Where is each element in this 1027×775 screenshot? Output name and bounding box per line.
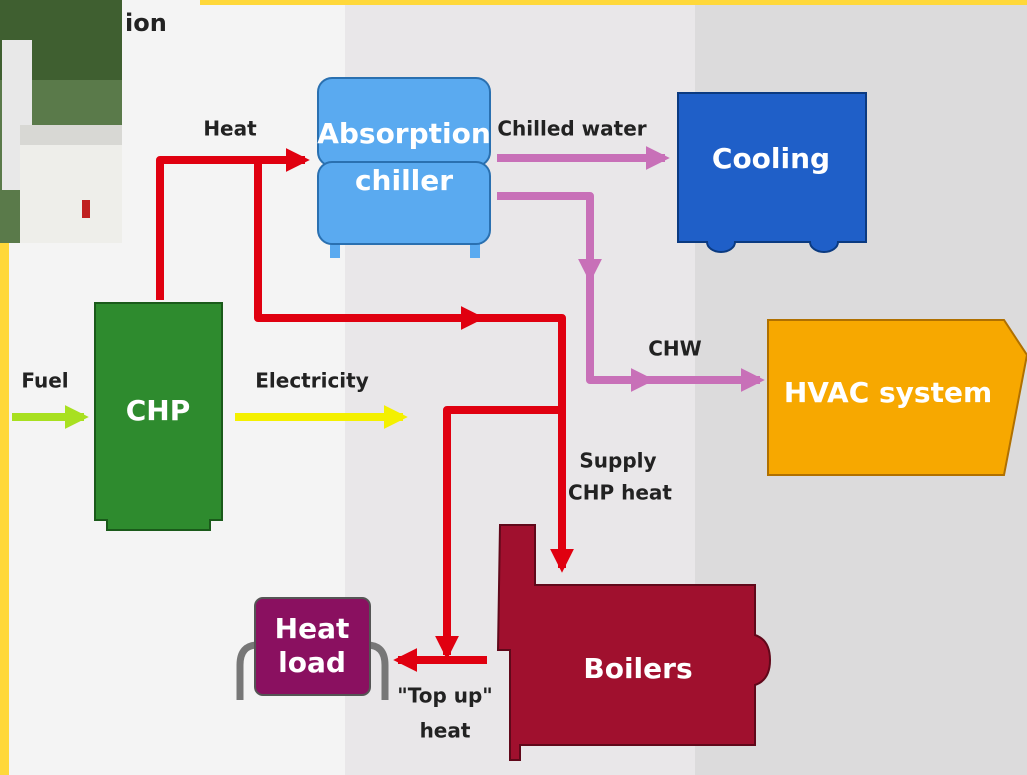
- node-label: HVAC system: [784, 376, 992, 409]
- heat-load: Heat load: [240, 598, 385, 700]
- cooling: Cooling: [678, 93, 866, 252]
- node-label: load: [278, 646, 346, 679]
- border: [0, 243, 9, 775]
- node-label: Heat: [275, 612, 350, 645]
- border: [200, 0, 1027, 5]
- node-label: Boilers: [583, 652, 692, 685]
- node-label: Cooling: [712, 142, 830, 175]
- diagram: ion Absorption chiller Cooling CHP HVAC …: [0, 0, 1027, 775]
- flow-label: Chilled water: [497, 117, 646, 141]
- title-fragment: ion: [125, 9, 167, 37]
- flow-label: Electricity: [255, 369, 369, 393]
- hvac-system: HVAC system: [768, 320, 1027, 475]
- flow-label: Fuel: [21, 369, 68, 393]
- flow-label: Supply: [579, 449, 656, 473]
- node-label: CHP: [126, 394, 191, 427]
- photo: [0, 0, 122, 243]
- flow-label: CHW: [648, 337, 701, 361]
- node-label: Absorption: [317, 117, 491, 150]
- flow-label: CHP heat: [568, 481, 672, 505]
- flow-label: Heat: [203, 117, 257, 141]
- node-label: chiller: [355, 164, 453, 197]
- flow-label: "Top up": [397, 684, 492, 708]
- chp: CHP: [95, 303, 222, 530]
- flow-label: heat: [420, 719, 471, 743]
- absorption-chiller: Absorption chiller: [317, 78, 491, 258]
